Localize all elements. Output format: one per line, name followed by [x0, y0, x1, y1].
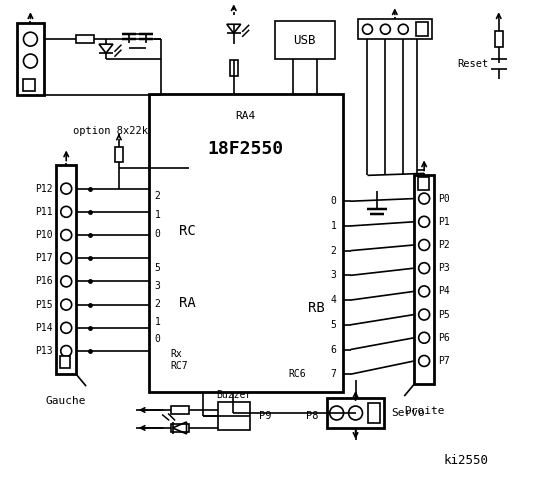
Text: RC7: RC7: [171, 361, 188, 371]
Text: USB: USB: [294, 34, 316, 47]
Circle shape: [419, 332, 430, 343]
Text: 1: 1: [331, 221, 337, 231]
Text: P4: P4: [438, 287, 450, 296]
Circle shape: [61, 299, 72, 310]
Circle shape: [419, 356, 430, 366]
Text: P12: P12: [35, 184, 53, 193]
Bar: [327, 398, 384, 428]
Text: RB: RB: [308, 300, 325, 314]
Text: P7: P7: [438, 356, 450, 366]
Bar: [115, 146, 123, 162]
Text: RC6: RC6: [288, 369, 306, 379]
Bar: [171, 406, 189, 414]
Circle shape: [419, 286, 430, 297]
Text: 1: 1: [155, 210, 160, 220]
Text: P13: P13: [35, 346, 53, 356]
Bar: [149, 94, 343, 392]
Text: Servo: Servo: [392, 408, 425, 418]
Circle shape: [61, 206, 72, 217]
Text: Gauche: Gauche: [46, 396, 86, 406]
Circle shape: [61, 229, 72, 240]
Bar: [23, 79, 35, 91]
Circle shape: [61, 276, 72, 287]
Text: P2: P2: [438, 240, 450, 250]
Text: 2: 2: [331, 246, 337, 256]
Circle shape: [419, 309, 430, 320]
Bar: [60, 356, 70, 368]
Circle shape: [61, 183, 72, 194]
Circle shape: [419, 263, 430, 274]
Bar: [418, 178, 429, 190]
Circle shape: [419, 193, 430, 204]
Text: 2: 2: [155, 299, 160, 309]
Text: Reset: Reset: [457, 59, 489, 69]
Bar: [230, 60, 238, 76]
Text: P8: P8: [306, 411, 318, 421]
Text: RA4: RA4: [236, 111, 256, 121]
Text: Droite: Droite: [404, 406, 445, 416]
Text: Buzzer: Buzzer: [217, 390, 252, 400]
Text: 5: 5: [155, 263, 160, 273]
Text: P0: P0: [438, 193, 450, 204]
Bar: [495, 31, 503, 47]
Text: 0: 0: [155, 229, 160, 239]
Text: 3: 3: [331, 270, 337, 280]
Circle shape: [330, 406, 343, 420]
Text: RC: RC: [179, 224, 195, 238]
Circle shape: [419, 240, 430, 251]
Bar: [414, 175, 434, 384]
Text: option 8x22k: option 8x22k: [74, 126, 148, 136]
Text: 2: 2: [155, 191, 160, 201]
Circle shape: [380, 24, 390, 34]
Text: P14: P14: [35, 323, 53, 333]
Text: P16: P16: [35, 276, 53, 287]
Circle shape: [61, 253, 72, 264]
Text: 0: 0: [155, 335, 160, 345]
Bar: [358, 19, 432, 39]
Text: RA: RA: [179, 296, 195, 310]
Text: P10: P10: [35, 230, 53, 240]
Text: 0: 0: [331, 196, 337, 206]
Text: P17: P17: [35, 253, 53, 263]
Circle shape: [61, 323, 72, 333]
Text: Rx: Rx: [171, 349, 182, 360]
Text: P6: P6: [438, 333, 450, 343]
Text: P3: P3: [438, 263, 450, 273]
Bar: [76, 35, 94, 43]
Text: 3: 3: [155, 281, 160, 291]
Circle shape: [61, 346, 72, 357]
Text: P11: P11: [35, 207, 53, 217]
Circle shape: [23, 32, 38, 46]
Bar: [416, 22, 428, 36]
Bar: [275, 21, 335, 59]
Text: P15: P15: [35, 300, 53, 310]
Text: 7: 7: [331, 369, 337, 379]
Text: P1: P1: [438, 217, 450, 227]
Bar: [56, 166, 76, 374]
Circle shape: [419, 216, 430, 227]
Text: P5: P5: [438, 310, 450, 320]
Bar: [218, 402, 250, 430]
Bar: [17, 23, 44, 95]
Text: ki2550: ki2550: [444, 454, 489, 467]
Circle shape: [398, 24, 408, 34]
Circle shape: [363, 24, 372, 34]
Bar: [368, 403, 380, 423]
Circle shape: [348, 406, 363, 420]
Text: 5: 5: [331, 320, 337, 330]
Text: 1: 1: [155, 316, 160, 326]
Text: 4: 4: [331, 295, 337, 305]
Text: 6: 6: [331, 345, 337, 355]
Circle shape: [23, 54, 38, 68]
Text: 18F2550: 18F2550: [207, 140, 284, 157]
Text: P9: P9: [259, 411, 272, 421]
Bar: [171, 424, 189, 432]
